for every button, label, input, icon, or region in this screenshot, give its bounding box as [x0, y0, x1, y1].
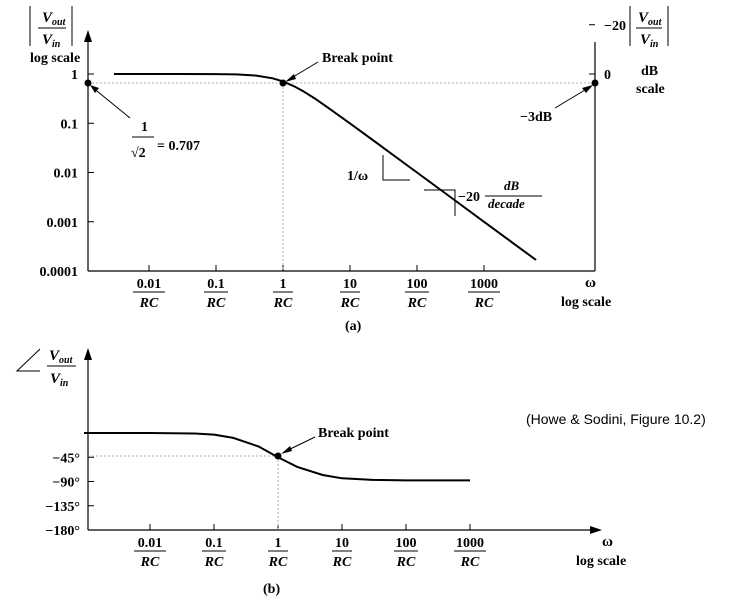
phase-x-tick-den-5: RC: [460, 555, 480, 570]
left-title-den: Vin: [42, 32, 61, 50]
phase-x-tick-num-5: 1000: [456, 536, 484, 551]
half-power-point-left: [84, 79, 92, 87]
magnitude-x-tick-den-2: RC: [273, 296, 293, 311]
half-power-arrowhead: [90, 85, 99, 93]
phase-y-axis-title: Vout Vin: [47, 348, 76, 389]
right-title-num: Vout: [638, 10, 663, 28]
magnitude-right-axis-title: Vout Vin: [629, 6, 669, 50]
one-over-omega-label: 1/ω: [347, 169, 368, 184]
slope-triangle-1: [382, 155, 410, 181]
right-axis-scale-label-2: scale: [636, 82, 665, 97]
magnitude-x-tick-num-3: 10: [343, 277, 357, 292]
slope-annotation: −20 dB decade: [458, 178, 542, 211]
svg-text:1: 1: [141, 120, 148, 135]
phase-break-point-label: Break point: [318, 426, 389, 441]
svg-text:√2: √2: [131, 146, 146, 161]
svg-text:= 0.707: = 0.707: [157, 139, 200, 154]
phase-x-tick-den-3: RC: [332, 555, 352, 570]
phase-x-tick-num-3: 10: [335, 536, 349, 551]
phase-x-tick-num-2: 1: [275, 536, 282, 551]
magnitude-left-axis-title: Vout Vin: [29, 6, 73, 50]
phase-y-tick-label-1: −90°: [52, 476, 80, 491]
phase-y-axis-arrow: [84, 348, 92, 360]
right-title-den: Vin: [640, 32, 659, 50]
break-point-marker: [279, 79, 287, 87]
phase-x-tick-den-0: RC: [140, 555, 160, 570]
db-tick-label-0: 0: [604, 68, 611, 83]
figure-credit: (Howe & Sodini, Figure 10.2): [526, 411, 706, 427]
half-power-arrow-line: [91, 86, 131, 119]
phase-y-tick-label-0: −45°: [52, 451, 80, 466]
phase-x-ticks: 0.01 RC 0.1 RC 1 RC 10 RC 100 RC 1000 RC: [134, 524, 486, 570]
magnitude-y-tick-label-0: 1: [71, 68, 78, 83]
phase-x-axis-scale-label: log scale: [576, 554, 626, 569]
slope-triangle-2: [424, 189, 456, 216]
magnitude-plot: Vout Vin log scale Vout Vin dB scale 10.…: [29, 6, 669, 334]
phase-plot: Vout Vin −45° −90° −135° −180° 0.01 RC 0.1 RC 1…: [15, 348, 626, 597]
magnitude-x-tick-den-0: RC: [139, 296, 159, 311]
left-axis-scale-label: log scale: [30, 51, 80, 66]
minus-3db-point-right: [591, 79, 599, 87]
magnitude-y-tick-label-4: 0.0001: [40, 265, 79, 280]
magnitude-x-tick-num-2: 1: [280, 277, 287, 292]
svg-text:Vin: Vin: [50, 371, 69, 389]
break-point-label: Break point: [322, 51, 393, 66]
magnitude-x-axis-omega: ω: [585, 275, 596, 291]
svg-text:dB: dB: [504, 178, 520, 193]
phase-x-tick-den-1: RC: [204, 555, 224, 570]
phase-x-tick-den-4: RC: [396, 555, 416, 570]
svg-text:Vout: Vout: [49, 348, 74, 366]
magnitude-x-tick-den-5: RC: [474, 296, 494, 311]
magnitude-y-tick-label-2: 0.01: [54, 167, 79, 182]
minus-3db-arrowhead: [582, 85, 593, 93]
magnitude-curve: [114, 73, 537, 261]
phase-x-axis-omega: ω: [602, 534, 613, 550]
magnitude-x-tick-den-1: RC: [206, 296, 226, 311]
phase-break-point-marker: [274, 452, 282, 460]
panel-b-label: (b): [263, 582, 280, 597]
angle-symbol: [15, 348, 41, 372]
minus-3db-label: −3dB: [520, 110, 552, 125]
half-power-annotation: 1 √2 = 0.707: [131, 120, 200, 161]
magnitude-x-tick-den-4: RC: [407, 296, 427, 311]
magnitude-db-ticks: 0−20−40−60−80: [589, 19, 626, 83]
magnitude-x-ticks: 0.01 RC 0.1 RC 1 RC 10 RC 100 RC 1000 RC: [133, 265, 500, 311]
magnitude-x-tick-num-0: 0.01: [137, 277, 162, 292]
phase-x-tick-num-1: 0.1: [205, 536, 223, 551]
phase-x-tick-num-4: 100: [396, 536, 417, 551]
phase-y-tick-label-2: −135°: [45, 500, 80, 515]
panel-a-label: (a): [345, 319, 362, 334]
magnitude-y-ticks: 1 0.1 0.01 0.001 0.0001: [40, 68, 94, 280]
magnitude-y-tick-label-3: 0.001: [47, 216, 79, 231]
break-point-arrowhead: [285, 74, 296, 82]
svg-text:decade: decade: [488, 196, 525, 211]
svg-text:−20: −20: [458, 190, 480, 205]
phase-x-tick-den-2: RC: [268, 555, 288, 570]
magnitude-x-tick-num-1: 0.1: [207, 277, 225, 292]
magnitude-x-tick-num-5: 1000: [470, 277, 498, 292]
db-tick-label-1: −20: [604, 19, 626, 34]
left-title-num: Vout: [42, 10, 67, 28]
phase-break-point-arrowhead: [281, 446, 292, 454]
magnitude-x-axis-scale-label: log scale: [561, 295, 611, 310]
magnitude-y-axis-arrow: [84, 30, 92, 42]
phase-x-tick-num-0: 0.01: [138, 536, 163, 551]
right-axis-scale-label-1: dB: [641, 64, 658, 79]
phase-y-ticks: −45° −90° −135° −180°: [45, 451, 94, 539]
phase-x-axis-arrow: [590, 526, 602, 534]
magnitude-y-tick-label-1: 0.1: [61, 117, 79, 132]
magnitude-x-tick-num-4: 100: [407, 277, 428, 292]
phase-y-tick-label-3: −180°: [45, 524, 80, 539]
magnitude-x-tick-den-3: RC: [340, 296, 360, 311]
